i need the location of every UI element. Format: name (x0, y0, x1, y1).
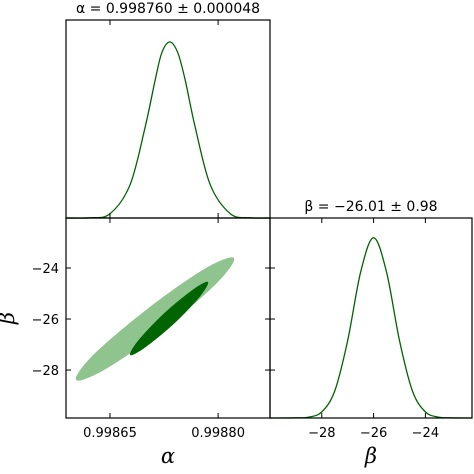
contour (75, 257, 235, 381)
panel-frame (269, 217, 473, 419)
x-tick-label: −24 (412, 426, 439, 441)
density-curve (269, 237, 473, 419)
y-axis-label: β (0, 312, 19, 325)
x-tick-label: 0.99865 (83, 426, 137, 441)
beta-title: β = −26.01 ± 0.98 (304, 199, 437, 215)
x-axis-label: β (364, 444, 377, 468)
y-tick-label: −28 (32, 364, 59, 379)
panel-frame (65, 19, 271, 219)
contour (129, 281, 209, 356)
x-axis-label: α (161, 444, 175, 468)
y-tick-label: −24 (32, 262, 59, 277)
x-tick-label: −28 (308, 426, 335, 441)
x-tick-label: 0.99880 (191, 426, 245, 441)
y-tick-label: −26 (32, 313, 59, 328)
x-tick-label: −26 (360, 426, 387, 441)
density-curve (65, 41, 271, 219)
alpha-title: α = 0.998760 ± 0.000048 (76, 1, 260, 17)
